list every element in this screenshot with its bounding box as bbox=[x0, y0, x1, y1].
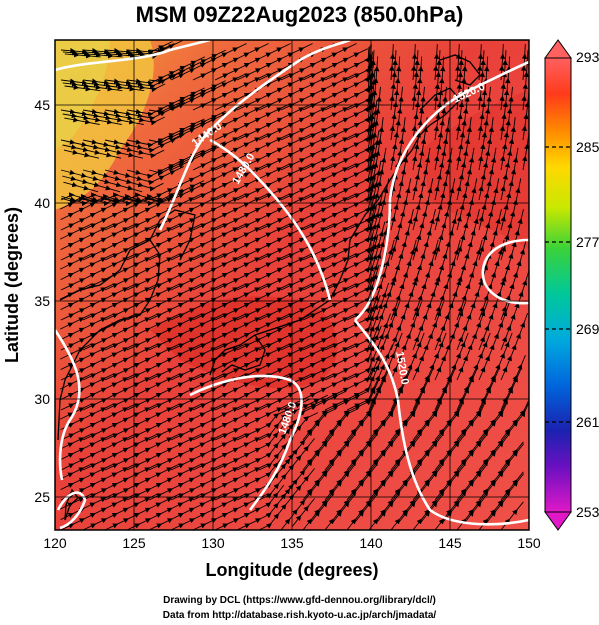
height-contours bbox=[53, 38, 530, 530]
streamline bbox=[500, 400, 529, 441]
y-tick-label: 40 bbox=[34, 195, 50, 211]
colorbar-label: 261 bbox=[576, 414, 599, 430]
plot-frame bbox=[54, 39, 530, 531]
colorbar-label: 269 bbox=[576, 321, 599, 337]
map-title: MSM 09Z22Aug2023 (850.0hPa) bbox=[135, 2, 464, 27]
x-tick-label: 135 bbox=[280, 535, 304, 551]
streamline bbox=[500, 501, 524, 531]
y-tick-labels: 25 30 35 40 45 bbox=[34, 97, 50, 505]
colorbar-label: 277 bbox=[576, 234, 599, 250]
streamline bbox=[521, 134, 530, 171]
x-tick-label: 140 bbox=[359, 535, 383, 551]
streamline bbox=[521, 50, 530, 111]
contour-label: 1520.0 bbox=[393, 350, 411, 385]
streamline bbox=[148, 40, 183, 55]
x-tick-label: 145 bbox=[438, 535, 462, 551]
x-tick-label: 150 bbox=[517, 535, 541, 551]
colorbar bbox=[544, 57, 572, 513]
colorbar-bottom-cap bbox=[544, 511, 572, 531]
x-tick-label: 125 bbox=[122, 535, 146, 551]
streamline bbox=[500, 441, 524, 471]
credit-line-2: Data from http://database.rish.kyoto-u.a… bbox=[162, 610, 437, 621]
y-tick-label: 30 bbox=[34, 391, 50, 407]
y-tick-label: 45 bbox=[34, 97, 50, 113]
colorbar-ticks bbox=[545, 146, 571, 423]
x-tick-labels: 120 125 130 135 140 145 150 bbox=[43, 535, 541, 551]
streamline bbox=[500, 355, 526, 411]
colorbar-label: 285 bbox=[576, 139, 599, 155]
streamlines bbox=[60, 40, 531, 531]
credit-line-1: Drawing by DCL (https://www.gfd-dennou.o… bbox=[163, 595, 436, 606]
streamline bbox=[521, 92, 531, 141]
colorbar-labels: 293 285 277 269 261 253 bbox=[576, 49, 599, 520]
grid bbox=[55, 40, 529, 530]
colorbar-label: 293 bbox=[576, 49, 599, 65]
colorbar-top-cap bbox=[544, 39, 572, 59]
coastlines bbox=[57, 54, 481, 521]
y-tick-label: 35 bbox=[34, 293, 50, 309]
colorbar-label: 253 bbox=[576, 504, 599, 520]
streamline bbox=[500, 471, 524, 501]
x-tick-label: 120 bbox=[43, 535, 67, 551]
y-axis-label: Latitude (degrees) bbox=[2, 207, 22, 363]
x-tick-label: 130 bbox=[201, 535, 225, 551]
x-axis-label: Longitude (degrees) bbox=[205, 560, 378, 580]
y-tick-label: 25 bbox=[34, 489, 50, 505]
